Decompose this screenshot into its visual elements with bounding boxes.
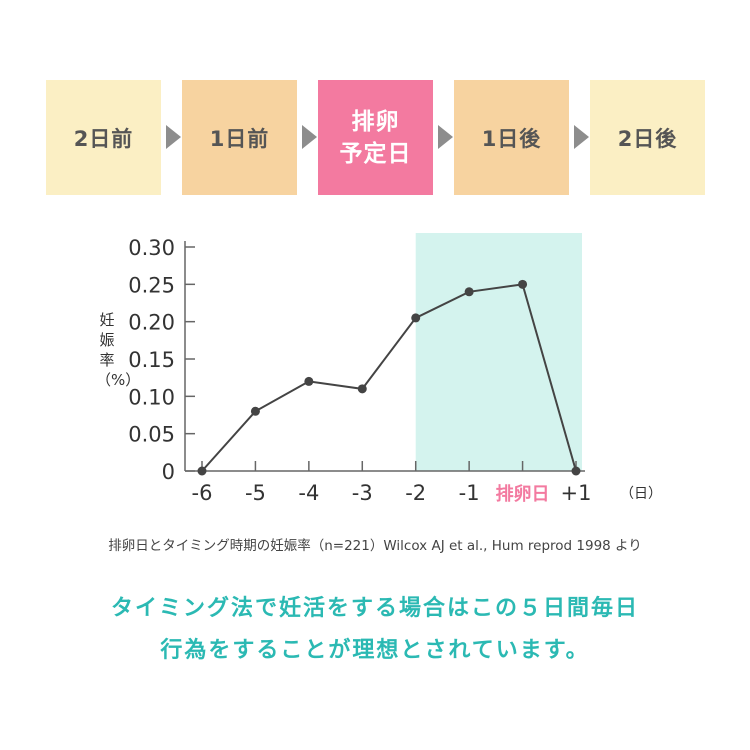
arrow-right-icon xyxy=(574,125,589,149)
y-tick-label: 0.25 xyxy=(128,273,175,297)
series-line xyxy=(201,283,577,472)
data-point xyxy=(304,376,314,386)
step-label: 排卵 予定日 xyxy=(339,108,412,167)
step-one-day-after: 1日後 xyxy=(454,80,569,195)
x-tick-label: -3 xyxy=(352,481,373,505)
x-axis-unit: （日） xyxy=(620,486,662,502)
x-tick-label: -6 xyxy=(192,481,213,505)
step-ovulation-day: 排卵 予定日 xyxy=(318,80,433,195)
timing-steps: 2日前 1日前 排卵 予定日 1日後 2日後 xyxy=(0,0,750,200)
step-two-days-before: 2日前 xyxy=(46,80,161,195)
y-tick-label: 0.10 xyxy=(128,385,175,409)
x-tick-label: +1 xyxy=(561,481,592,505)
y-tick-label: 0 xyxy=(162,460,175,484)
step-two-days-after: 2日後 xyxy=(590,80,705,195)
advice-message: タイミング法で妊活をする場合はこの５日間毎日 行為をすることが理想とされています… xyxy=(0,588,750,672)
advice-line-2: 行為をすることが理想とされています。 xyxy=(160,638,590,663)
x-tick-label-ovulation: 排卵日 xyxy=(496,483,550,505)
y-tick-label: 0.15 xyxy=(128,348,175,372)
data-point xyxy=(357,384,367,394)
y-tick-label: 0.30 xyxy=(128,236,175,260)
step-label: 1日前 xyxy=(209,126,270,151)
y-axis-label: 妊娠率（%） xyxy=(96,311,141,389)
arrow-right-icon xyxy=(438,125,453,149)
step-label: 2日後 xyxy=(617,126,678,151)
advice-line-1: タイミング法で妊活をする場合はこの５日間毎日 xyxy=(110,596,639,621)
x-tick-label: -2 xyxy=(405,481,426,505)
step-label: 2日前 xyxy=(73,126,134,151)
step-one-day-before: 1日前 xyxy=(182,80,297,195)
data-point xyxy=(464,287,474,297)
y-tick-label: 0.05 xyxy=(128,423,175,447)
arrow-right-icon xyxy=(302,125,317,149)
arrow-right-icon xyxy=(166,125,181,149)
data-point xyxy=(197,466,207,476)
x-tick-label: -4 xyxy=(298,481,319,505)
source-caption: 排卵日とタイミング時期の妊娠率（n=221）Wilcox AJ et al., … xyxy=(108,538,642,554)
y-tick-label: 0.20 xyxy=(128,311,175,335)
timing-highlight-band xyxy=(415,233,582,471)
x-tick-label: -1 xyxy=(459,481,480,505)
step-label: 1日後 xyxy=(481,126,542,151)
data-point xyxy=(250,406,260,416)
pregnancy-rate-chart: 0 0.05 0.10 0.15 0.20 0.25 0.30 -6 -5 -4 -3 -2 -1 排卵日… xyxy=(128,233,662,505)
data-point xyxy=(571,466,581,476)
data-point xyxy=(518,279,528,289)
data-point xyxy=(411,313,421,323)
x-tick-label: -5 xyxy=(245,481,266,505)
